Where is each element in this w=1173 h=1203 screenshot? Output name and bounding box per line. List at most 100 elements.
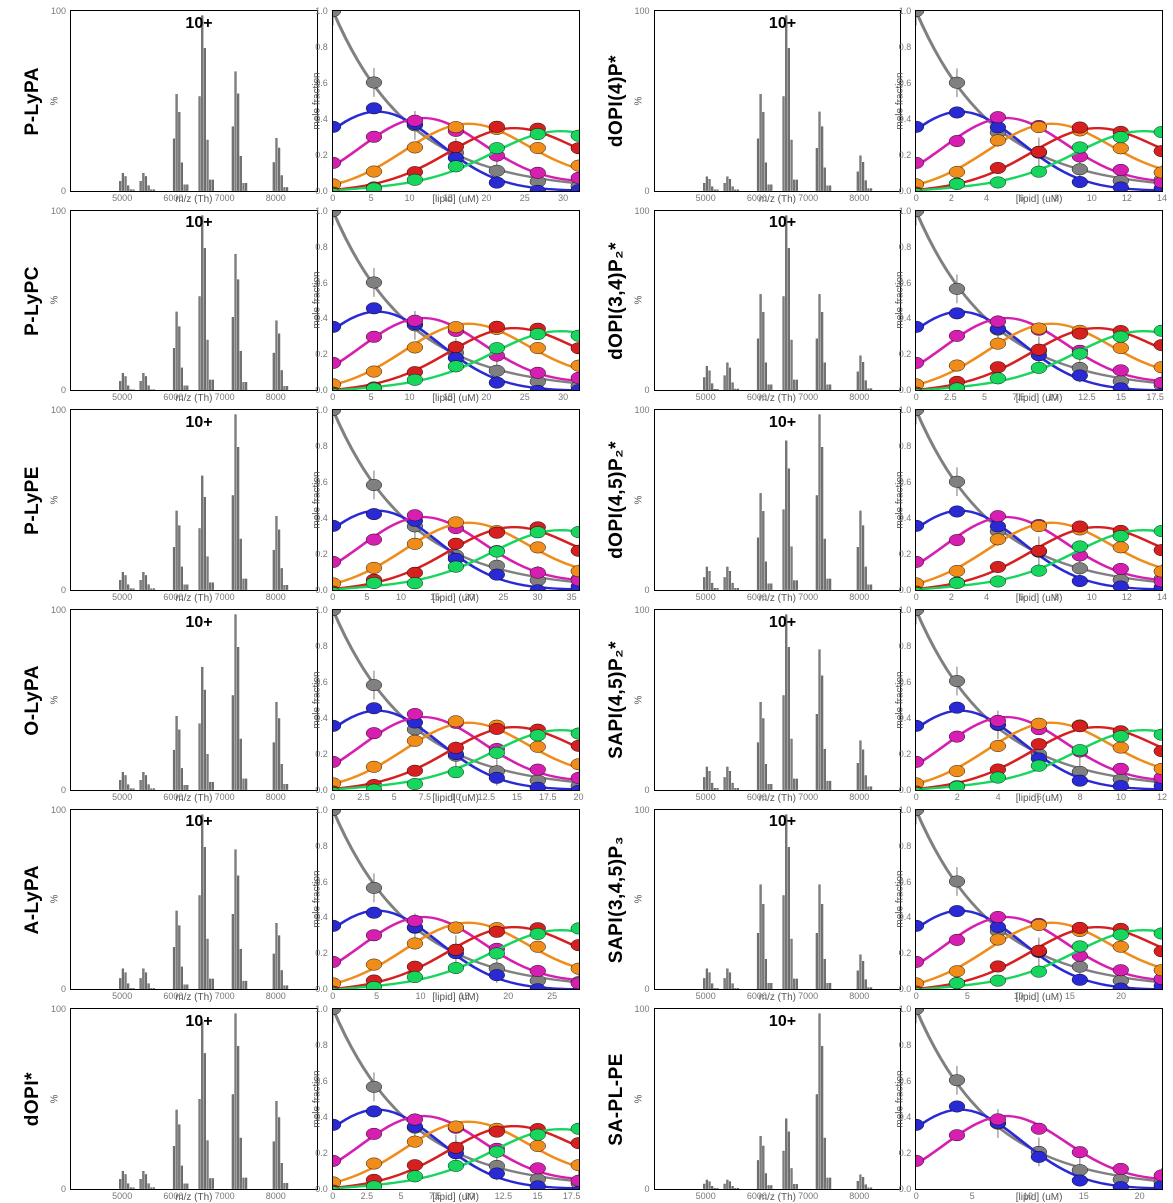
ms-ytick: 0	[61, 785, 66, 795]
ms-xtick: 8000	[266, 991, 286, 1001]
mole-fraction-panel: mole fraction[lipid] (uM)0.00.20.40.60.8…	[332, 10, 580, 192]
ms-xtick: 7000	[798, 592, 818, 602]
ms-xtick: 7000	[798, 193, 818, 203]
mf-ytick: 0.6	[899, 78, 912, 88]
mf-ytick: 0.2	[899, 549, 912, 559]
mole-fraction-panel: mole fraction[lipid] (uM)0.00.20.40.60.8…	[915, 210, 1163, 392]
mf-ytick: 0.2	[315, 1148, 328, 1158]
mf-xtick: 0	[914, 592, 919, 602]
ms-xtick: 7000	[215, 592, 235, 602]
mf-ytick: 0.8	[315, 42, 328, 52]
ms-ytick: 0	[644, 385, 649, 395]
mf-ytick: 0.6	[899, 677, 912, 687]
mf-xtick: 10	[1087, 592, 1097, 602]
mf-ytick: 0.0	[315, 385, 328, 395]
mf-ytick: 1.0	[899, 6, 912, 16]
ms-ytick: 100	[634, 6, 649, 16]
ms-xtick: 8000	[266, 193, 286, 203]
ms-xtick: 6000	[747, 792, 767, 802]
mf-ytick: 0.8	[315, 841, 328, 851]
mf-xtick: 2.5	[357, 792, 370, 802]
row-label-text: A-LyPA	[22, 865, 44, 935]
row-label-text: P-LyPC	[22, 266, 44, 336]
ms-panel: %m/z (Th)0100500060007000800010+	[70, 10, 318, 192]
mf-xtick: 15	[1065, 991, 1075, 1001]
mole-fraction-panel: mole fraction[lipid] (uM)0.00.20.40.60.8…	[332, 1008, 580, 1190]
mf-ytick: 1.0	[899, 206, 912, 216]
mf-xtick: 12	[1122, 592, 1132, 602]
mf-ytick: 0.8	[315, 441, 328, 451]
ms-xtick: 5000	[112, 991, 132, 1001]
ms-ytick: 0	[644, 1184, 649, 1194]
mf-ytick: 0.2	[315, 749, 328, 759]
ms-panel: %m/z (Th)0100500060007000800010+	[70, 609, 318, 791]
mf-ytick: 1.0	[315, 605, 328, 615]
ms-ytick: 100	[51, 6, 66, 16]
mf-ytick: 0.6	[899, 1076, 912, 1086]
mf-ytick: 0.2	[315, 549, 328, 559]
ms-ylabel: %	[50, 895, 61, 904]
ms-panel: %m/z (Th)0100500060007000800010+	[70, 409, 318, 591]
ms-xtick: 5000	[696, 592, 716, 602]
mf-ytick: 0.8	[899, 841, 912, 851]
mf-xtick: 35	[567, 592, 577, 602]
mf-ytick: 0.0	[315, 785, 328, 795]
ms-xtick: 7000	[215, 193, 235, 203]
mf-ytick: 0.8	[899, 42, 912, 52]
row-label-text: SAPI(3,4,5)P₃	[606, 836, 628, 963]
ms-xtick: 8000	[849, 792, 869, 802]
ms-xtick: 5000	[696, 991, 716, 1001]
ms-ytick: 0	[61, 186, 66, 196]
ms-ylabel: %	[50, 695, 61, 704]
ms-panel: %m/z (Th)0100500060007000800010+	[70, 1008, 318, 1190]
mf-ytick: 0.2	[899, 948, 912, 958]
mf-xtick: 12	[1122, 193, 1132, 203]
mf-ytick: 0.2	[315, 349, 328, 359]
ms-panel: %m/z (Th)0100500060007000800010+	[654, 1008, 902, 1190]
mf-ytick: 0.4	[315, 513, 328, 523]
ms-xtick: 8000	[849, 392, 869, 402]
mf-xtick: 5	[374, 991, 379, 1001]
ms-xtick: 5000	[112, 592, 132, 602]
mf-ytick: 0.8	[899, 242, 912, 252]
mf-xtick: 8	[1054, 193, 1059, 203]
ms-ytick: 0	[61, 984, 66, 994]
ms-panel: %m/z (Th)0100500060007000800010+	[654, 609, 902, 791]
ms-ytick: 100	[51, 206, 66, 216]
row-label-text: SAPI(4,5)P₂*	[606, 641, 628, 759]
ms-ytick: 100	[634, 1004, 649, 1014]
mf-xtick: 7.5	[1012, 392, 1025, 402]
mf-xtick: 20	[573, 792, 583, 802]
mole-fraction-panel: mole fraction[lipid] (uM)0.00.20.40.60.8…	[332, 210, 580, 392]
mf-xtick: 6	[1037, 792, 1042, 802]
mf-xtick: 10	[1087, 193, 1097, 203]
ms-xtick: 7000	[215, 991, 235, 1001]
mf-ytick: 0.4	[315, 1112, 328, 1122]
row-label-text: dOPI(4,5)P₂*	[606, 441, 628, 559]
mf-ytick: 0.0	[315, 1184, 328, 1194]
mf-xtick: 15	[443, 193, 453, 203]
mf-xtick: 7.5	[419, 792, 432, 802]
mf-xtick: 30	[558, 392, 568, 402]
mf-ytick: 0.2	[899, 150, 912, 160]
mf-xtick: 12.5	[1078, 392, 1096, 402]
ms-xtick: 8000	[849, 991, 869, 1001]
mole-fraction-panel: mole fraction[lipid] (uM)0.00.20.40.60.8…	[915, 609, 1163, 791]
mf-xtick: 5	[965, 991, 970, 1001]
mf-ytick: 0.4	[315, 114, 328, 124]
mf-ytick: 0.4	[315, 912, 328, 922]
mf-ytick: 0.6	[315, 1076, 328, 1086]
mf-ytick: 0.4	[315, 713, 328, 723]
mf-xtick: 15	[459, 991, 469, 1001]
mf-xtick: 5	[369, 193, 374, 203]
ms-ylabel: %	[633, 496, 644, 505]
mf-ytick: 0.8	[899, 641, 912, 651]
row-label-text: P-LyPA	[22, 67, 44, 135]
mf-ytick: 0.8	[899, 441, 912, 451]
mf-xtick: 25	[520, 193, 530, 203]
mf-xtick: 6	[1019, 592, 1024, 602]
mf-ytick: 1.0	[315, 405, 328, 415]
mf-ytick: 1.0	[899, 405, 912, 415]
ms-ylabel: %	[50, 496, 61, 505]
panel-grid: P-LyPA%m/z (Th)0100500060007000800010+mo…	[10, 10, 1163, 1190]
